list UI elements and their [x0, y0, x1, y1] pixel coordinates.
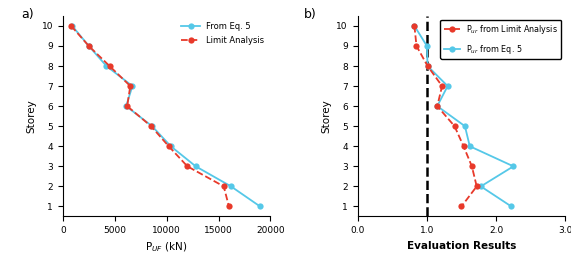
From Eq. 5	[103, 64, 110, 68]
Limit Analysis	[184, 165, 191, 168]
Line: From Eq. 5: From Eq. 5	[69, 23, 263, 210]
P$_{ur}$ from Eq. 5	[444, 84, 451, 88]
P$_{ur}$ from Limit Analysis	[451, 125, 458, 128]
Line: P$_{ur}$ from Eq. 5: P$_{ur}$ from Eq. 5	[411, 23, 517, 210]
From Eq. 5	[167, 145, 174, 148]
Legend: P$_{ur}$ from Limit Analysis, P$_{ur}$ from Eq. 5: P$_{ur}$ from Limit Analysis, P$_{ur}$ f…	[440, 20, 561, 59]
Limit Analysis	[124, 105, 131, 108]
Limit Analysis	[220, 185, 227, 188]
P$_{ur}$ from Eq. 5	[467, 145, 473, 148]
P$_{ur}$ from Limit Analysis	[473, 185, 480, 188]
P$_{ur}$ from Eq. 5	[477, 185, 484, 188]
P$_{ur}$ from Limit Analysis	[439, 84, 445, 88]
P$_{ur}$ from Limit Analysis	[460, 145, 467, 148]
P$_{ur}$ from Limit Analysis	[468, 165, 475, 168]
From Eq. 5	[129, 84, 136, 88]
P$_{ur}$ from Limit Analysis	[411, 24, 418, 27]
Limit Analysis	[148, 125, 155, 128]
P$_{ur}$ from Eq. 5	[508, 205, 514, 208]
P$_{ur}$ from Eq. 5	[510, 165, 517, 168]
P$_{ur}$ from Eq. 5	[424, 44, 431, 48]
Legend: From Eq. 5, Limit Analysis: From Eq. 5, Limit Analysis	[180, 20, 266, 46]
Y-axis label: Storey: Storey	[321, 99, 331, 133]
X-axis label: P$_{UF}$ (kN): P$_{UF}$ (kN)	[146, 241, 188, 254]
From Eq. 5	[85, 44, 92, 48]
From Eq. 5	[228, 185, 235, 188]
Limit Analysis	[127, 84, 134, 88]
Limit Analysis	[68, 24, 75, 27]
P$_{ur}$ from Limit Analysis	[458, 205, 465, 208]
Limit Analysis	[226, 205, 232, 208]
P$_{ur}$ from Eq. 5	[424, 64, 431, 68]
Text: a): a)	[21, 8, 34, 21]
Limit Analysis	[106, 64, 113, 68]
From Eq. 5	[192, 165, 199, 168]
P$_{ur}$ from Eq. 5	[434, 105, 441, 108]
P$_{ur}$ from Eq. 5	[461, 125, 468, 128]
From Eq. 5	[123, 105, 130, 108]
From Eq. 5	[256, 205, 263, 208]
P$_{ur}$ from Limit Analysis	[413, 44, 420, 48]
Limit Analysis	[85, 44, 92, 48]
From Eq. 5	[69, 24, 75, 27]
From Eq. 5	[148, 125, 155, 128]
X-axis label: Evaluation Results: Evaluation Results	[407, 241, 516, 251]
Line: Limit Analysis: Limit Analysis	[68, 23, 232, 210]
P$_{ur}$ from Limit Analysis	[424, 64, 431, 68]
Limit Analysis	[165, 145, 172, 148]
Text: b): b)	[304, 8, 316, 21]
P$_{ur}$ from Eq. 5	[411, 24, 418, 27]
Y-axis label: Storey: Storey	[26, 99, 36, 133]
P$_{ur}$ from Limit Analysis	[434, 105, 441, 108]
Line: P$_{ur}$ from Limit Analysis: P$_{ur}$ from Limit Analysis	[411, 23, 480, 210]
